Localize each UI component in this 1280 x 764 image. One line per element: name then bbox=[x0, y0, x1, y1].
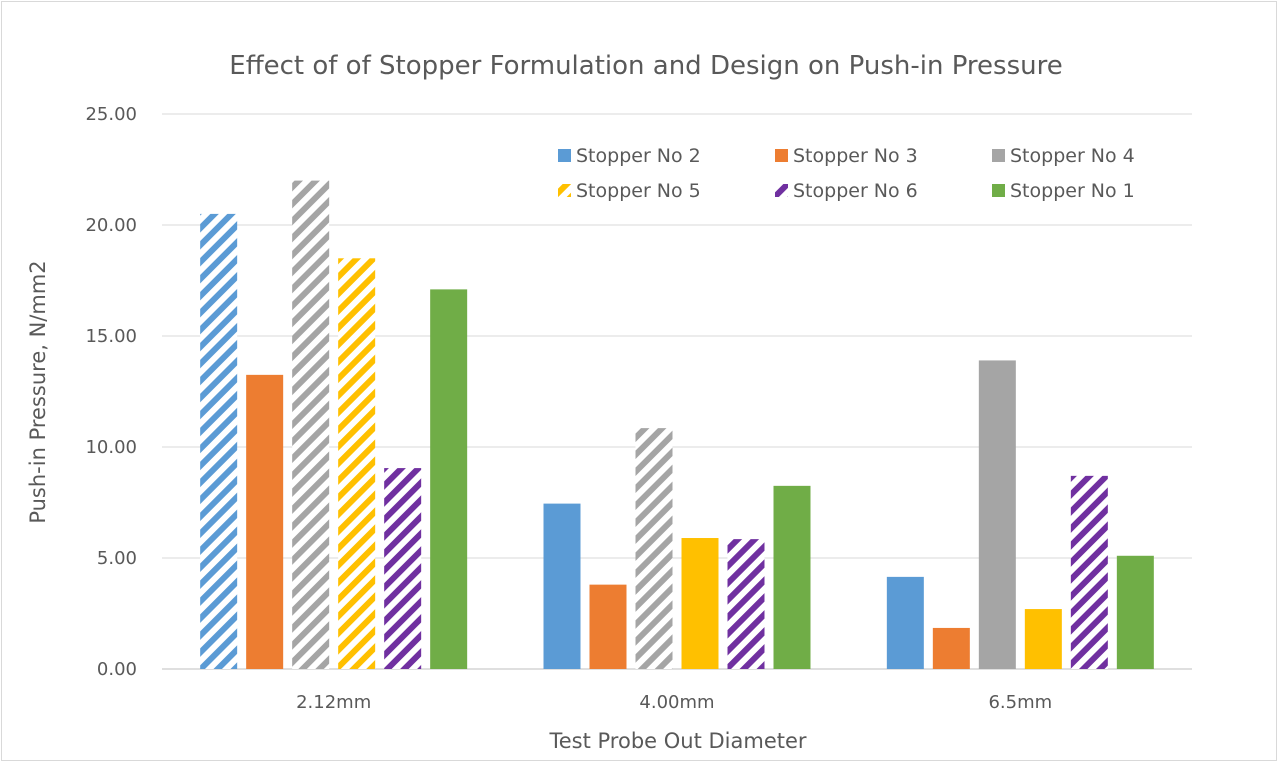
gridlines bbox=[162, 113, 1192, 670]
bar bbox=[200, 213, 238, 669]
legend-item: Stopper No 5 bbox=[558, 180, 701, 202]
bar bbox=[384, 468, 422, 669]
x-tick-label: 6.5mm bbox=[988, 692, 1052, 713]
y-tick-label: 15.00 bbox=[85, 326, 137, 347]
legend-label: Stopper No 3 bbox=[793, 145, 918, 167]
bar bbox=[589, 584, 627, 669]
legend-swatch bbox=[558, 184, 571, 197]
bar bbox=[932, 627, 970, 669]
legend-label: Stopper No 2 bbox=[576, 145, 701, 167]
y-tick-label: 0.00 bbox=[97, 659, 137, 680]
y-tick-label: 10.00 bbox=[85, 437, 137, 458]
bar bbox=[978, 360, 1016, 669]
bar bbox=[1116, 555, 1154, 669]
chart-title: Effect of of Stopper Formulation and Des… bbox=[229, 51, 1062, 81]
legend-swatch bbox=[775, 184, 788, 197]
legend-item: Stopper No 3 bbox=[775, 145, 918, 167]
x-axis-title: Test Probe Out Diameter bbox=[548, 729, 806, 753]
bar bbox=[773, 485, 811, 669]
legend-item: Stopper No 6 bbox=[775, 180, 918, 202]
y-axis-title: Push-in Pressure, N/mm2 bbox=[26, 260, 50, 523]
legend: Stopper No 2 Stopper No 3 Stopper No 4 Stop… bbox=[558, 145, 1135, 202]
bar bbox=[292, 180, 330, 669]
y-tick-label: 25.00 bbox=[85, 104, 137, 125]
x-axis-ticks: 2.12mm 4.00mm 6.5mm bbox=[296, 692, 1052, 713]
bar bbox=[681, 538, 719, 669]
legend-label: Stopper No 6 bbox=[793, 180, 918, 202]
y-tick-label: 5.00 bbox=[97, 548, 137, 569]
bar bbox=[430, 289, 468, 669]
bar bbox=[635, 428, 673, 669]
bar bbox=[886, 576, 924, 669]
bar bbox=[1024, 609, 1062, 669]
bars bbox=[200, 180, 1154, 669]
bar bbox=[727, 539, 765, 669]
y-axis-ticks: 0.00 5.00 10.00 15.00 20.00 25.00 bbox=[85, 104, 137, 680]
legend-swatch bbox=[558, 149, 571, 162]
legend-swatch bbox=[992, 149, 1005, 162]
x-tick-label: 2.12mm bbox=[296, 692, 371, 713]
bar bbox=[543, 503, 581, 669]
legend-item: Stopper No 2 bbox=[558, 145, 701, 167]
bar bbox=[338, 258, 376, 669]
legend-label: Stopper No 5 bbox=[576, 180, 701, 202]
legend-item: Stopper No 4 bbox=[992, 145, 1135, 167]
x-tick-label: 4.00mm bbox=[639, 692, 714, 713]
legend-label: Stopper No 4 bbox=[1010, 145, 1135, 167]
legend-label: Stopper No 1 bbox=[1010, 180, 1135, 202]
legend-item: Stopper No 1 bbox=[992, 180, 1135, 202]
legend-swatch bbox=[775, 149, 788, 162]
y-tick-label: 20.00 bbox=[85, 215, 137, 236]
bar bbox=[1070, 475, 1108, 669]
bar bbox=[246, 374, 284, 669]
legend-swatch bbox=[992, 184, 1005, 197]
